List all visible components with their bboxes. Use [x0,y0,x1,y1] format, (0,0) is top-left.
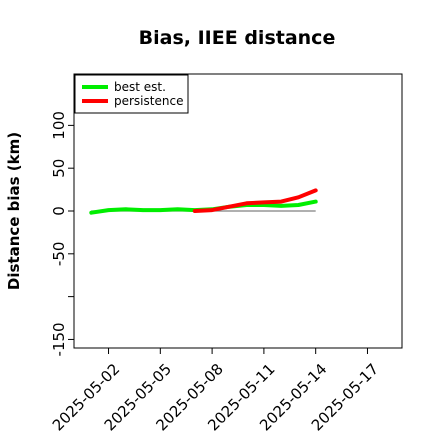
legend-label-best-est: best est. [114,80,166,94]
plot-area [89,188,318,215]
legend-label-persistence: persistence [114,94,183,108]
legend: best est. persistence [74,74,189,114]
y-tick-label: -150 [50,322,68,356]
y-axis: -150 -50 0 50 100 [50,111,74,356]
series-line-persistence [192,188,318,213]
chart-title: Bias, IIEE distance [139,27,336,49]
y-tick-label: -50 [50,242,68,267]
legend-box [74,74,189,114]
x-axis: 2025-05-022025-05-052025-05-082025-05-11… [49,348,382,434]
y-tick-label: 50 [50,159,68,178]
y-tick-label: 100 [50,111,68,140]
y-tick-label: 0 [50,206,68,216]
y-axis-label: Distance bias (km) [5,132,23,290]
